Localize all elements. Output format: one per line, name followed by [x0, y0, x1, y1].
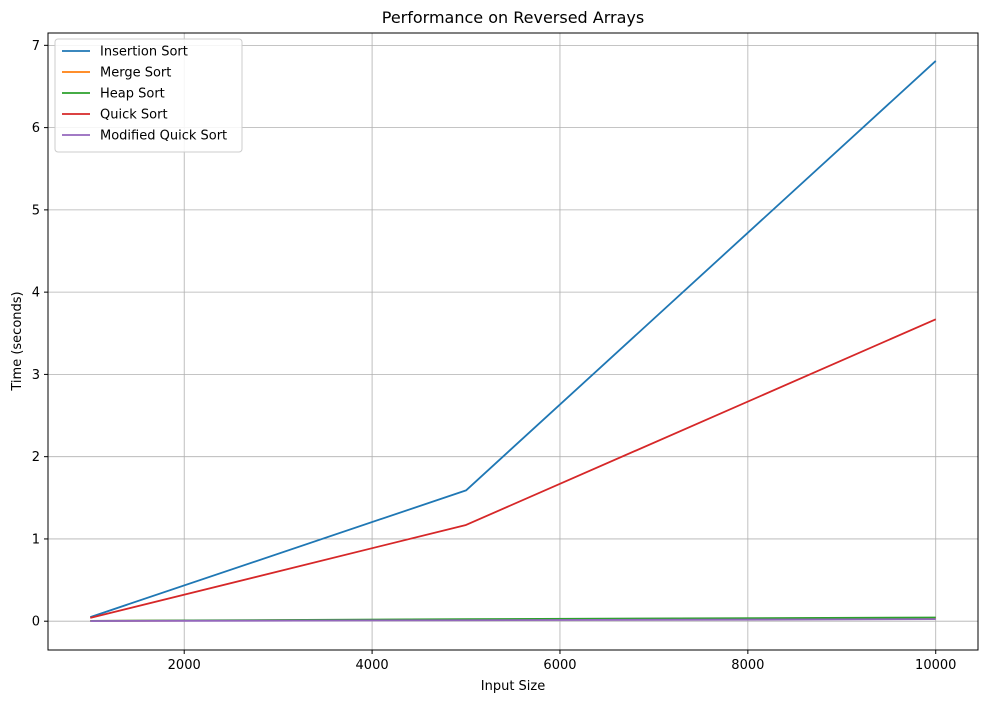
x-tick-label: 4000 — [356, 658, 389, 673]
legend-box — [54, 38, 243, 153]
chart-title: Performance on Reversed Arrays — [382, 8, 644, 27]
y-tick-label: 2 — [32, 450, 40, 465]
series-line-insertion-sort — [89, 60, 937, 618]
y-axis-label: Time (seconds) — [10, 291, 25, 391]
legend-label-quick-sort: Quick Sort — [100, 108, 168, 123]
y-tick-label: 6 — [32, 121, 40, 136]
series-line-modified-quick-sort — [90, 618, 936, 622]
x-tick-label: 6000 — [543, 658, 576, 673]
y-axis-ticks: 0 1 2 3 4 5 6 7 — [32, 39, 48, 630]
y-tick-label: 1 — [32, 532, 40, 547]
legend-label-merge-sort: Merge Sort — [100, 66, 171, 81]
y-tick-label: 0 — [32, 615, 40, 630]
x-tick-label: 10000 — [915, 658, 956, 673]
legend: Insertion Sort Merge Sort Heap Sort Quick S… — [54, 38, 243, 153]
y-tick-label: 5 — [32, 203, 40, 218]
x-axis-label: Input Size — [481, 679, 545, 694]
x-tick-label: 8000 — [731, 658, 764, 673]
series-line-quick-sort — [90, 318, 937, 619]
y-tick-label: 4 — [32, 286, 40, 301]
y-tick-label: 7 — [32, 39, 40, 54]
legend-label-modified-quick-sort: Modified Quick Sort — [100, 129, 227, 144]
legend-label-heap-sort: Heap Sort — [100, 87, 165, 102]
legend-label-insertion-sort: Insertion Sort — [100, 45, 188, 60]
x-axis-ticks: 2000 4000 6000 8000 10000 — [168, 650, 956, 673]
plot-frame — [47, 32, 979, 651]
y-tick-label: 3 — [32, 368, 40, 383]
series-lines — [89, 60, 937, 622]
x-tick-label: 2000 — [168, 658, 201, 673]
